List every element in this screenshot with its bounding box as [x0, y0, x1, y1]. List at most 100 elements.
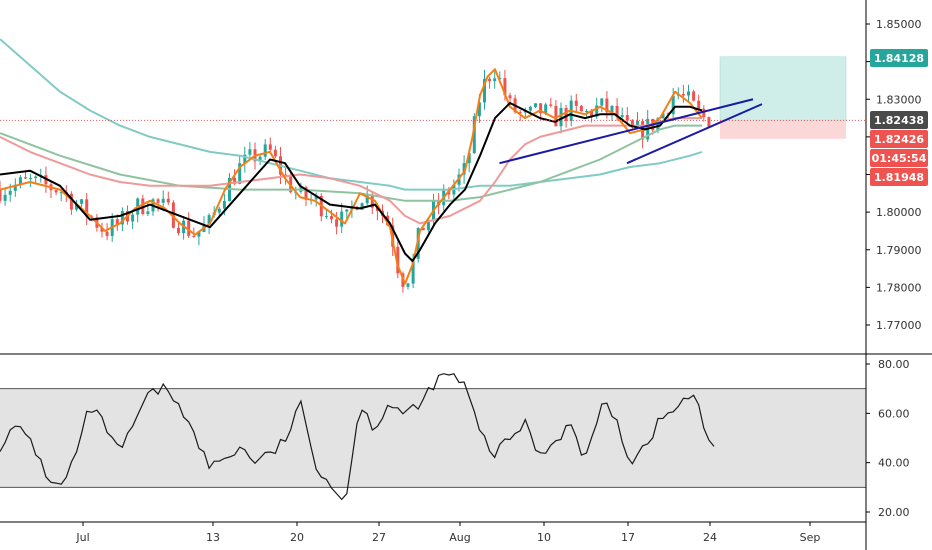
candle-body	[75, 203, 78, 210]
candle-body	[467, 153, 471, 164]
candle-body	[8, 190, 12, 195]
time-tick-label: 10	[537, 531, 551, 544]
candle-body	[503, 78, 507, 96]
candle-body	[620, 115, 624, 117]
candle-body	[559, 108, 563, 127]
time-tick-label: Sep	[800, 531, 821, 544]
rsi-tick-label: 60.00	[878, 407, 910, 420]
candle-body	[472, 116, 476, 154]
candle-body	[340, 211, 344, 227]
candle-body	[625, 115, 629, 121]
price-tag	[870, 130, 928, 148]
candle-body	[493, 78, 497, 82]
candle-body	[687, 91, 690, 96]
candle-body	[702, 108, 706, 118]
indicator-lines	[0, 38, 866, 285]
rsi-tick-label: 40.00	[878, 457, 910, 470]
candle-body	[370, 194, 374, 208]
candle-body	[483, 78, 486, 103]
candle-body	[161, 198, 165, 203]
candle-body	[13, 184, 17, 191]
price-tag-label: 1.82426	[874, 133, 924, 146]
candle-body	[100, 227, 104, 232]
candle-body	[105, 231, 109, 236]
candle-body	[396, 246, 400, 274]
candle-body	[421, 227, 425, 231]
trendline-2	[626, 103, 763, 165]
price-tick-label: 1.83000	[876, 93, 922, 106]
candle-body	[304, 187, 308, 200]
candle-body	[258, 156, 262, 162]
candle-body	[207, 215, 211, 225]
candle-body	[115, 219, 119, 225]
price-tag	[870, 149, 928, 167]
candle-body	[3, 194, 7, 201]
candle-body	[595, 105, 599, 117]
candle-body	[69, 193, 73, 210]
candle-body	[222, 201, 226, 209]
price-tick-label: 1.80000	[876, 206, 922, 219]
candle-body	[574, 100, 578, 106]
candle-body	[24, 177, 27, 179]
candle-body	[29, 178, 33, 180]
candle-body	[34, 176, 38, 179]
candle-body	[671, 95, 675, 115]
price-tick-label: 1.85000	[876, 18, 922, 31]
candle-body	[697, 100, 701, 109]
price-tag-label: 1.81948	[874, 171, 924, 184]
series-line-ema_mid	[0, 102, 703, 262]
candle-body	[636, 121, 639, 128]
price-tag	[870, 49, 928, 67]
candle-body	[462, 163, 466, 175]
price-tag	[870, 168, 928, 186]
time-tick-label: 13	[206, 531, 220, 544]
candle-body	[314, 195, 318, 200]
candle-body	[564, 108, 568, 121]
candle-body	[707, 117, 711, 127]
position-zones	[719, 56, 847, 139]
rsi-tick-label: 20.00	[878, 506, 910, 519]
candle-body	[539, 103, 543, 114]
candle-body	[166, 198, 170, 203]
candle-body	[233, 177, 237, 184]
rsi-line	[0, 373, 715, 501]
candle-body	[131, 214, 135, 222]
candle-body	[273, 149, 277, 157]
candle-body	[534, 103, 537, 107]
time-tick-label: 27	[372, 531, 386, 544]
candle-body	[192, 235, 196, 237]
candle-body	[585, 110, 588, 112]
candle-body	[345, 209, 349, 212]
trendlines	[499, 98, 763, 165]
candle-body	[156, 199, 160, 203]
candle-body	[238, 163, 242, 184]
candle-body	[406, 283, 410, 287]
candle-body	[335, 219, 339, 227]
candle-body	[197, 232, 201, 237]
candle-body	[630, 120, 634, 128]
candle-body	[554, 105, 558, 127]
price-tag	[870, 111, 928, 129]
candle-body	[324, 216, 328, 218]
candle-body	[488, 78, 492, 82]
candle-body	[477, 102, 481, 117]
time-tick-label: 20	[290, 531, 304, 544]
price-tag-label: 01:45:54	[872, 152, 927, 165]
candle-body	[605, 98, 609, 113]
candle-body	[85, 199, 89, 217]
candle-body	[365, 194, 369, 204]
candle-body	[217, 208, 221, 213]
candle-body	[692, 91, 696, 101]
candle-body	[146, 211, 150, 214]
rsi-panel	[0, 373, 866, 501]
candle-body	[0, 189, 2, 201]
candle-body	[330, 216, 333, 220]
time-tick-label: Jul	[75, 531, 89, 544]
candle-body	[528, 106, 532, 111]
candle-body	[54, 190, 58, 193]
candle-body	[426, 220, 430, 231]
loss-zone	[720, 120, 846, 139]
rsi-tick-label: 80.00	[878, 358, 910, 371]
candle-body	[508, 95, 512, 99]
